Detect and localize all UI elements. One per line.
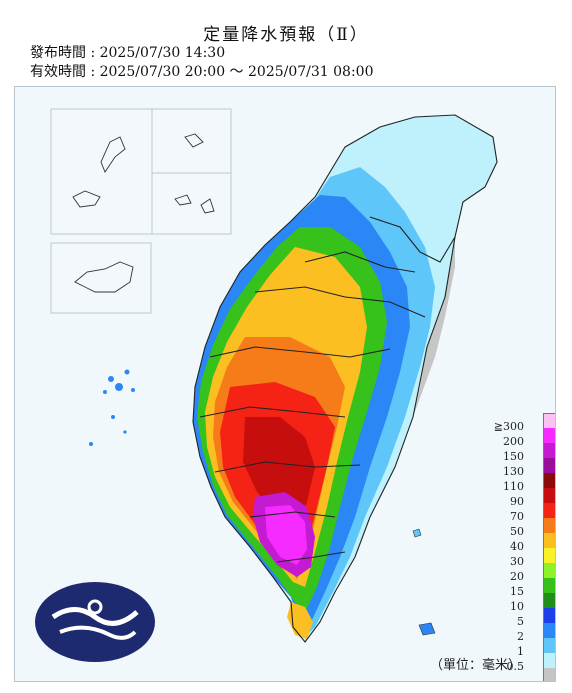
taiwan-island [192,114,498,643]
legend-swatch [543,608,555,623]
legend-swatch [543,413,555,428]
legend-swatch [543,653,555,668]
legend-swatch [543,623,555,638]
legend-label: 70 [510,510,524,523]
issue-time: 發布時間 : 2025/07/30 14:30 [30,45,226,61]
legend-label: 0.5 [506,660,525,673]
legend-colorbar [543,413,555,681]
rainfall-map [35,108,498,662]
legend-label: 2 [517,630,524,643]
penghu-islands [89,369,135,446]
legend-swatch [543,458,555,473]
legend-swatch [543,668,555,681]
map-title: 定量降水預報（Ⅱ） [203,25,369,45]
outlying-islands [72,133,215,293]
area-darkred [243,417,315,527]
county-borders [192,114,498,643]
legend-label: 10 [510,600,524,613]
legend-label: 40 [510,540,524,553]
area-magenta [265,505,307,565]
logo [35,582,155,662]
legend-label: 15 [510,585,524,598]
legend-swatch [543,488,555,503]
legend-swatch [543,563,555,578]
legend-label: 20 [510,570,524,583]
legend-swatch [543,533,555,548]
legend-swatch [543,428,555,443]
legend-label: 150 [503,450,524,463]
legend-label: ≧300 [493,420,524,433]
legend-label: 5 [517,615,524,628]
legend-label: 90 [510,495,524,508]
legend-label: 50 [510,525,524,538]
legend-label: 130 [503,465,524,478]
legend-swatch [543,518,555,533]
legend-swatch [543,548,555,563]
legend-label: 200 [503,435,524,448]
legend-swatch [543,593,555,608]
area-south-tip [287,602,313,639]
legend-label: 110 [503,480,524,493]
legend-swatch [543,638,555,653]
map-frame [14,86,556,682]
unit-label: （單位：毫米） [430,658,522,673]
legend-swatch [543,578,555,593]
legend-swatch [543,503,555,518]
valid-time: 有效時間 : 2025/07/30 20:00 ～ 2025/07/31 08:… [30,64,374,80]
legend-swatch [543,443,555,458]
legend-swatch [543,473,555,488]
legend-label: 30 [510,555,524,568]
legend-label: 1 [517,645,524,658]
